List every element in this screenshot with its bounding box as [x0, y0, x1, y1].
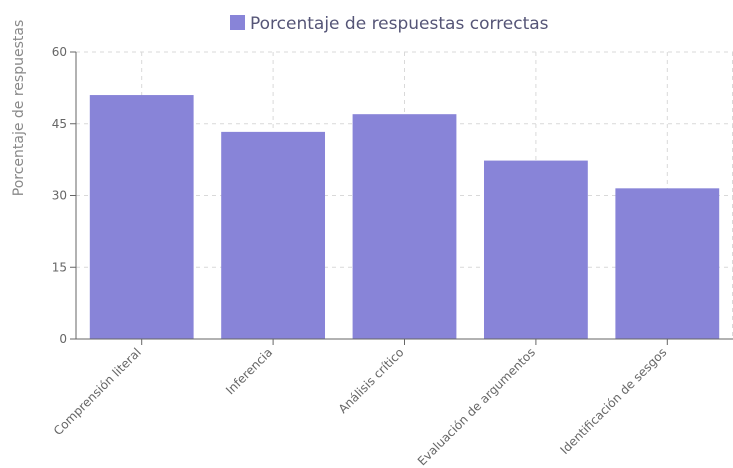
legend[interactable]: Porcentaje de respuestas correctas — [230, 14, 549, 34]
x-tick-label: Análisis crítico — [336, 345, 407, 416]
bar[interactable] — [89, 95, 194, 339]
bars — [89, 95, 720, 339]
y-axis-ticks: 0 15 30 45 60 — [52, 45, 76, 346]
x-tick-label: Identificación de sesgos — [557, 345, 669, 457]
bar[interactable] — [221, 131, 326, 339]
x-axis-ticks: Comprensión literal Inferencia Análisis cr… — [51, 339, 669, 468]
x-tick-label: Inferencia — [223, 345, 275, 397]
y-tick-label: 15 — [52, 260, 67, 274]
bar[interactable] — [352, 114, 457, 339]
bar[interactable] — [483, 160, 588, 339]
legend-label: Porcentaje de respuestas correctas — [250, 14, 549, 34]
y-axis-title: Porcentaje de respuestas — [11, 20, 27, 197]
y-tick-label: 0 — [59, 332, 67, 346]
x-tick-label: Evaluación de argumentos — [415, 345, 538, 468]
bar[interactable] — [615, 188, 720, 339]
y-tick-label: 45 — [52, 117, 67, 131]
y-tick-label: 60 — [52, 45, 67, 59]
x-tick-label: Comprensión literal — [51, 345, 144, 438]
legend-swatch — [230, 15, 245, 30]
y-tick-label: 30 — [52, 189, 67, 203]
